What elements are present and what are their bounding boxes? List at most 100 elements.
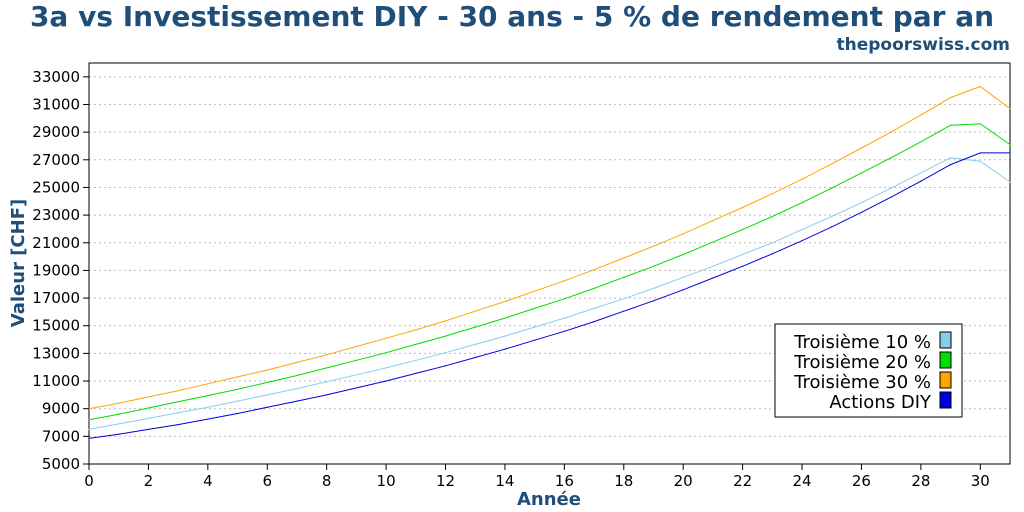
data-point bbox=[712, 241, 714, 243]
y-tick-label: 29000 bbox=[32, 123, 80, 141]
x-tick-label: 12 bbox=[436, 472, 455, 490]
x-tick-label: 14 bbox=[495, 472, 514, 490]
data-point bbox=[415, 343, 417, 345]
legend: Troisième 10 %Troisième 20 %Troisième 30… bbox=[774, 323, 963, 418]
data-point bbox=[266, 406, 268, 408]
data-point bbox=[415, 329, 417, 331]
data-point bbox=[652, 300, 655, 302]
x-tick-label: 0 bbox=[84, 472, 94, 490]
data-point bbox=[118, 433, 120, 435]
data-point bbox=[504, 335, 506, 337]
data-point bbox=[652, 245, 655, 247]
data-point bbox=[266, 369, 268, 371]
data-point bbox=[266, 381, 268, 384]
data-point bbox=[652, 287, 655, 289]
data-point bbox=[1009, 152, 1011, 154]
data-point bbox=[831, 187, 833, 189]
x-tick-label: 8 bbox=[322, 472, 332, 490]
y-tick-label: 31000 bbox=[32, 95, 80, 113]
x-tick-label: 16 bbox=[555, 472, 574, 490]
data-point bbox=[534, 326, 536, 328]
data-point bbox=[831, 163, 833, 165]
data-point bbox=[296, 400, 298, 402]
data-point bbox=[742, 206, 744, 209]
data-point bbox=[949, 124, 952, 126]
data-point bbox=[920, 172, 922, 174]
data-point bbox=[177, 423, 179, 426]
data-point bbox=[88, 419, 90, 421]
data-point bbox=[147, 417, 150, 419]
data-point bbox=[326, 394, 328, 396]
data-point bbox=[742, 229, 744, 231]
series-line-2 bbox=[88, 85, 1011, 410]
data-point bbox=[385, 352, 387, 354]
data-point bbox=[801, 178, 803, 180]
data-point bbox=[504, 317, 506, 319]
data-point bbox=[88, 428, 90, 431]
data-point bbox=[326, 381, 328, 383]
data-point bbox=[326, 367, 328, 369]
legend-label: Troisième 30 % bbox=[793, 372, 931, 393]
data-point bbox=[474, 326, 476, 328]
data-point bbox=[355, 387, 357, 389]
data-point bbox=[920, 114, 922, 116]
x-tick-label: 4 bbox=[203, 472, 213, 490]
data-point bbox=[326, 354, 328, 356]
data-point bbox=[860, 147, 863, 149]
x-tick-label: 10 bbox=[377, 472, 396, 490]
y-tick-label: 17000 bbox=[32, 289, 80, 307]
data-point bbox=[207, 394, 209, 397]
data-point bbox=[742, 253, 744, 256]
data-point bbox=[236, 400, 239, 402]
x-axis-title: Année bbox=[517, 489, 581, 510]
data-point bbox=[444, 365, 447, 367]
x-tick-label: 2 bbox=[144, 472, 154, 490]
data-point bbox=[563, 298, 565, 300]
data-point bbox=[979, 160, 981, 162]
data-point bbox=[890, 131, 892, 133]
data-point bbox=[444, 320, 447, 322]
legend-label: Actions DIY bbox=[829, 392, 932, 413]
data-point bbox=[831, 215, 833, 218]
data-point bbox=[207, 418, 209, 420]
legend-label: Troisième 20 % bbox=[793, 352, 931, 373]
series-line-3 bbox=[88, 152, 1010, 439]
data-point bbox=[771, 193, 773, 195]
data-point bbox=[682, 276, 684, 278]
data-point bbox=[682, 233, 684, 235]
data-point bbox=[771, 253, 773, 255]
data-point bbox=[177, 412, 179, 414]
data-point bbox=[623, 298, 625, 300]
data-point bbox=[1009, 143, 1011, 146]
y-tick-label: 9000 bbox=[42, 400, 80, 418]
data-point bbox=[593, 269, 595, 271]
data-point bbox=[355, 345, 357, 348]
data-point bbox=[415, 359, 417, 361]
data-point bbox=[712, 277, 714, 279]
data-point bbox=[118, 423, 120, 425]
data-point bbox=[563, 330, 565, 332]
data-point bbox=[860, 172, 863, 174]
data-point bbox=[355, 359, 357, 361]
data-point bbox=[177, 390, 179, 392]
data-point bbox=[474, 343, 476, 345]
data-point bbox=[207, 406, 209, 408]
data-point bbox=[118, 413, 120, 415]
data-point bbox=[920, 141, 922, 143]
x-tick-label: 18 bbox=[614, 472, 633, 490]
y-tick-label: 11000 bbox=[32, 372, 80, 390]
data-point bbox=[296, 361, 298, 363]
legend-swatch bbox=[939, 371, 952, 389]
data-point bbox=[534, 307, 536, 310]
data-point bbox=[801, 202, 803, 204]
data-point bbox=[147, 428, 150, 431]
chart-subtitle: thepoorswiss.com bbox=[836, 35, 1011, 55]
data-point bbox=[1009, 181, 1011, 183]
data-point bbox=[623, 276, 625, 278]
data-point bbox=[385, 337, 387, 339]
data-point bbox=[147, 407, 150, 409]
series-line-0 bbox=[88, 157, 1011, 430]
data-point bbox=[920, 180, 922, 182]
y-tick-label: 23000 bbox=[32, 206, 80, 224]
legend-frame bbox=[774, 323, 963, 418]
